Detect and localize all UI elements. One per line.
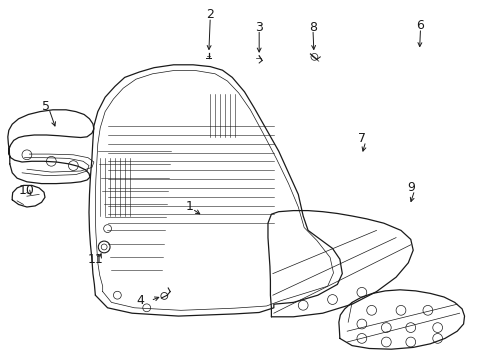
Text: 7: 7 [357,132,365,145]
Text: 2: 2 [206,8,214,21]
Text: 9: 9 [406,181,414,194]
Text: 5: 5 [42,100,50,113]
Text: 8: 8 [308,21,316,33]
Text: 1: 1 [185,201,193,213]
Text: 10: 10 [19,184,34,197]
Text: 3: 3 [255,21,263,33]
Text: 6: 6 [416,19,424,32]
Text: 11: 11 [87,253,103,266]
Text: 4: 4 [136,294,144,307]
